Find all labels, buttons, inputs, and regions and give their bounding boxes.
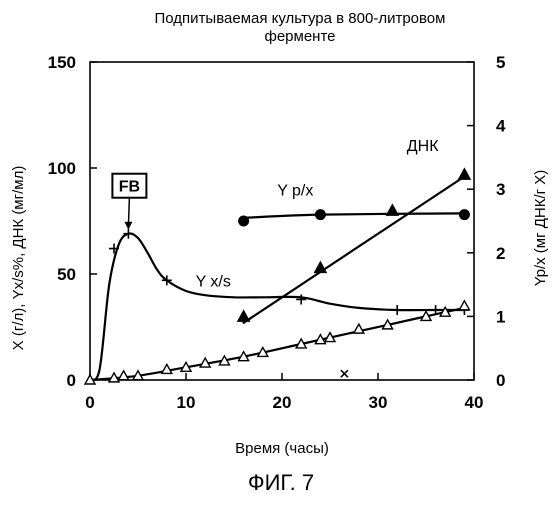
x-axis-ticks: 0 10 20 30 40 bbox=[85, 373, 483, 412]
series-annotation: Y p/x bbox=[277, 183, 313, 200]
data-point-x bbox=[119, 371, 129, 380]
plot-frame bbox=[90, 62, 474, 380]
x-axis-label: Время (часы) bbox=[235, 440, 329, 457]
y-tick-label: 150 bbox=[48, 53, 76, 72]
y-tick-label: 100 bbox=[48, 159, 76, 178]
x-tick-label: 40 bbox=[465, 393, 484, 412]
fb-arrow-head bbox=[124, 222, 132, 230]
y-tick-label: 0 bbox=[67, 371, 76, 390]
fb-label: FB bbox=[119, 179, 140, 196]
series-curve-yxs bbox=[90, 233, 464, 380]
data-point-yxs bbox=[123, 229, 133, 239]
data-point-x bbox=[162, 364, 172, 373]
data-point-ypx bbox=[459, 209, 470, 220]
data-point-x bbox=[354, 324, 364, 333]
chart-title-line-2: ферменте bbox=[264, 28, 335, 45]
series-curve-x bbox=[90, 308, 464, 380]
y2-tick-label: 0 bbox=[496, 371, 505, 390]
series-markers bbox=[85, 168, 470, 384]
y-tick-label: 50 bbox=[57, 265, 76, 284]
data-point-dnk bbox=[458, 168, 470, 179]
data-point-ypx bbox=[238, 216, 249, 227]
fb-arrow-line bbox=[128, 198, 129, 226]
x-tick-label: 30 bbox=[369, 393, 388, 412]
data-point-yxs bbox=[392, 305, 402, 315]
y2-tick-label: 3 bbox=[496, 180, 505, 199]
series-annotation: ДНК bbox=[407, 138, 439, 155]
data-point-outlier bbox=[341, 370, 348, 377]
series-curve-ypx bbox=[244, 213, 465, 217]
y-axis-label: Х (г/л), Yx/s%, ДНК (мг/мл) bbox=[10, 166, 27, 351]
y2-tick-label: 1 bbox=[496, 307, 505, 326]
y2-tick-label: 5 bbox=[496, 53, 505, 72]
data-point-dnk bbox=[386, 204, 398, 215]
y2-axis-ticks: 0 1 2 3 4 5 bbox=[467, 53, 506, 390]
x-tick-label: 20 bbox=[273, 393, 292, 412]
x-tick-label: 0 bbox=[85, 393, 94, 412]
y2-tick-label: 4 bbox=[496, 117, 506, 136]
figure-caption: ФИГ. 7 bbox=[248, 470, 314, 495]
y2-axis-label: Yp/x (мг ДНК/г Х) bbox=[532, 170, 549, 287]
data-point-dnk bbox=[314, 262, 326, 273]
data-point-yxs bbox=[296, 294, 306, 304]
x-tick-label: 10 bbox=[177, 393, 196, 412]
y2-tick-label: 2 bbox=[496, 244, 505, 263]
data-point-dnk bbox=[238, 310, 250, 321]
data-point-ypx bbox=[315, 209, 326, 220]
data-point-x bbox=[459, 301, 469, 310]
series-annotation: Y x/s bbox=[196, 274, 231, 291]
series-curves bbox=[90, 177, 464, 381]
chart-title-line-1: Подпитываемая культура в 800-литровом bbox=[155, 10, 446, 27]
